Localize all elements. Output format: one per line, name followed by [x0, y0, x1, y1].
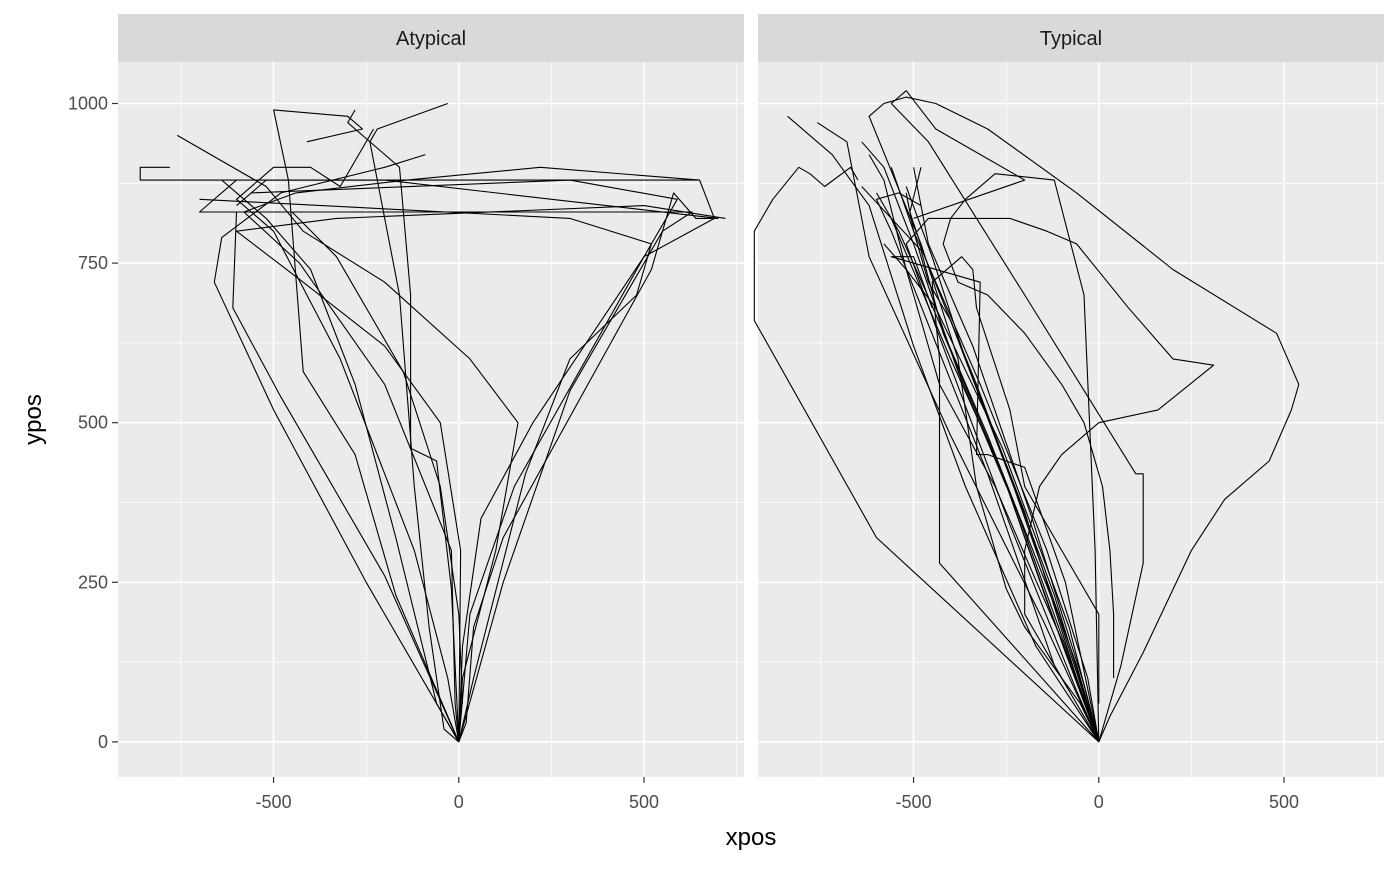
y-axis-title: ypos [20, 394, 47, 445]
trajectory-line [883, 243, 1100, 743]
facet-label: Atypical [396, 28, 466, 50]
x-tick-label: 500 [1269, 792, 1299, 812]
facet-strip [758, 14, 1384, 62]
trajectory-line [236, 179, 719, 743]
trajectory-line [235, 205, 726, 742]
panel-background [758, 62, 1384, 777]
trajectory-line [868, 96, 1300, 743]
x-tick-label: 0 [1094, 792, 1104, 812]
trajectory-line [905, 217, 1215, 743]
trajectory-line [251, 179, 678, 742]
trajectory-line [876, 192, 1100, 743]
trajectory-line [942, 173, 1115, 742]
y-tick-label: 500 [78, 413, 108, 433]
trajectory-line [890, 256, 1100, 743]
trajectory-line [861, 141, 1100, 743]
trajectory-line [787, 115, 1100, 743]
y-tick-label: 0 [98, 732, 108, 752]
panel-background [118, 62, 744, 777]
trajectory-line [139, 166, 715, 742]
y-tick-label: 1000 [68, 93, 108, 113]
trajectory-line [890, 218, 1100, 743]
trajectory-line [177, 134, 519, 742]
trajectory-line [232, 211, 464, 743]
trajectory-line [347, 109, 460, 742]
x-tick-label: -500 [896, 792, 932, 812]
y-tick-label: 250 [78, 572, 108, 592]
x-tick-label: 0 [454, 792, 464, 812]
x-tick-label: 500 [629, 792, 659, 812]
trajectory-line [817, 122, 1100, 743]
trajectory-line [213, 154, 460, 743]
facet-strip [118, 14, 744, 62]
x-axis-title: xpos [726, 824, 777, 851]
x-tick-label: -500 [256, 792, 292, 812]
trajectory-line [235, 128, 460, 742]
trajectory-line [221, 179, 460, 743]
trajectory-line [199, 198, 652, 743]
trajectory-line [890, 90, 1144, 743]
trajectory-line [905, 192, 1100, 742]
trajectory-line [931, 256, 1100, 743]
facet-label: Typical [1040, 28, 1102, 50]
trajectory-line [753, 166, 1100, 743]
trajectory-line [890, 167, 1100, 743]
y-tick-label: 750 [78, 253, 108, 273]
